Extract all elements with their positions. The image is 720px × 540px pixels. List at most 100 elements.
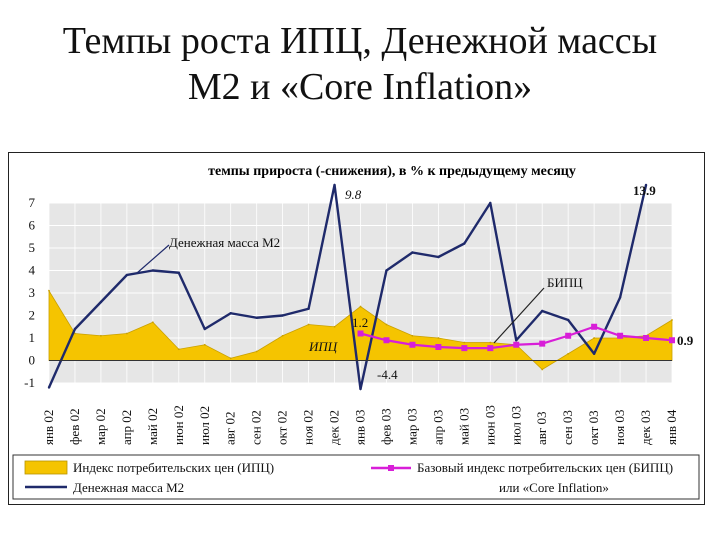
m2-point (47, 386, 51, 389)
m2-label-pointer (136, 244, 170, 274)
y-tick-label: 2 (29, 308, 36, 323)
y-tick-label: 5 (29, 240, 36, 255)
m2-point (333, 183, 336, 187)
m2-point (515, 339, 518, 342)
cpi-point (177, 348, 180, 351)
y-tick-label: -1 (24, 375, 35, 390)
m2-point (281, 314, 284, 317)
cpi-point (307, 323, 310, 326)
m2-point (203, 327, 206, 331)
cpi-point (359, 305, 362, 308)
core-point (357, 330, 364, 337)
cpi-point (489, 341, 492, 344)
core-point (539, 340, 546, 347)
x-tick-label: июл 03 (508, 406, 523, 445)
x-tick-label: фев 03 (378, 408, 393, 445)
x-tick-label: ноя 02 (301, 410, 316, 445)
y-tick-label: 0 (29, 353, 36, 368)
cpi-series-label: ИПЦ (308, 339, 338, 354)
x-tick-label: ноя 03 (612, 410, 627, 445)
peak-label-dec03: 13.9 (633, 183, 656, 198)
x-tick-label: июн 03 (482, 405, 497, 445)
cpi-point (48, 289, 50, 292)
x-tick-label: июл 02 (197, 406, 212, 445)
cpi-point (671, 319, 673, 321)
cpi-point (333, 325, 336, 328)
x-tick-label: дек 02 (327, 410, 342, 445)
m2-point (99, 300, 103, 304)
slide-title: Темпы роста ИПЦ, Денежной массы М2 и «Co… (0, 18, 720, 110)
cpi-point (593, 337, 596, 339)
cpi-point (203, 343, 206, 346)
cpi-point (229, 357, 232, 360)
m2-point (566, 318, 570, 322)
m2-point (151, 269, 155, 272)
x-tick-label: окт 03 (586, 410, 601, 445)
chart-frame: темпы прироста (-снижения), в % к предыд… (8, 152, 705, 505)
core-point (643, 335, 650, 341)
cpi-point (411, 334, 414, 337)
legend-label-m2: Денежная масса М2 (73, 480, 184, 495)
x-tick-label: май 02 (145, 408, 160, 445)
y-tick-label: 7 (29, 195, 36, 210)
cpi-area (48, 289, 673, 371)
y-tick-label: 4 (29, 263, 36, 278)
core-point (591, 323, 598, 330)
chart-svg: темпы прироста (-снижения), в % к предыд… (12, 164, 700, 500)
core-point (513, 341, 520, 348)
m2-point (177, 271, 180, 274)
core-point (383, 337, 390, 344)
x-tick-label: авг 03 (534, 412, 549, 446)
core-label-pointer (493, 287, 545, 344)
cpi-point (437, 337, 440, 339)
cpi-point (463, 341, 466, 344)
x-tick-label: янв 04 (664, 409, 679, 445)
core-point (617, 332, 624, 339)
m2-point (437, 255, 440, 259)
x-tick-label: дек 03 (638, 410, 653, 445)
cpi-point (281, 334, 284, 337)
m2-point (359, 387, 362, 391)
x-tick-label: авг 02 (223, 412, 238, 446)
x-tick-label: апр 02 (119, 410, 134, 445)
x-tick-label: май 03 (456, 408, 471, 445)
x-tick-label: янв 03 (353, 410, 368, 445)
legend-box (12, 454, 700, 500)
core-value-label-jan03: 1.2 (352, 315, 368, 330)
x-tick-label: мар 03 (404, 408, 419, 445)
cpi-point (100, 334, 102, 337)
x-tick-label: сен 02 (249, 410, 264, 445)
m2-point (255, 316, 258, 319)
core-point (461, 345, 468, 352)
x-tick-label: фев 02 (67, 408, 82, 445)
cpi-point (567, 352, 570, 355)
m2-point (644, 183, 648, 187)
m2-point (541, 309, 544, 313)
core-point (487, 345, 494, 352)
core-point (435, 344, 442, 350)
y-tick-label: 3 (29, 285, 36, 300)
x-tick-label: мар 02 (93, 408, 108, 445)
m2-point (385, 269, 388, 272)
cpi-point (151, 321, 154, 324)
x-tick-label: окт 02 (275, 410, 290, 445)
core-point (565, 332, 572, 339)
x-tick-label: июн 02 (171, 405, 186, 445)
core-point (669, 337, 675, 344)
legend-swatch-cpi (24, 460, 68, 475)
core-point (409, 341, 416, 348)
m2-point (229, 312, 232, 315)
chart-title: темпы прироста (-снижения), в % к предыд… (208, 164, 576, 179)
cpi-point (125, 332, 128, 335)
m2-point (592, 352, 596, 355)
core-value-label-jan04: 0.9 (677, 333, 694, 348)
legend-label-core-line1: Базовый индекс потребительских цен (БИПЦ… (417, 460, 673, 475)
m2-value-label-feb03: -4.4 (377, 367, 398, 382)
y-tick-label: 1 (29, 330, 36, 345)
m2-line (47, 183, 648, 391)
legend-swatch-core-marker (388, 465, 394, 471)
y-tick-label: 6 (29, 218, 36, 233)
peak-label-dec02: 9.8 (345, 187, 362, 202)
m2-series-label: Денежная масса М2 (169, 235, 280, 250)
cpi-point (74, 332, 76, 335)
